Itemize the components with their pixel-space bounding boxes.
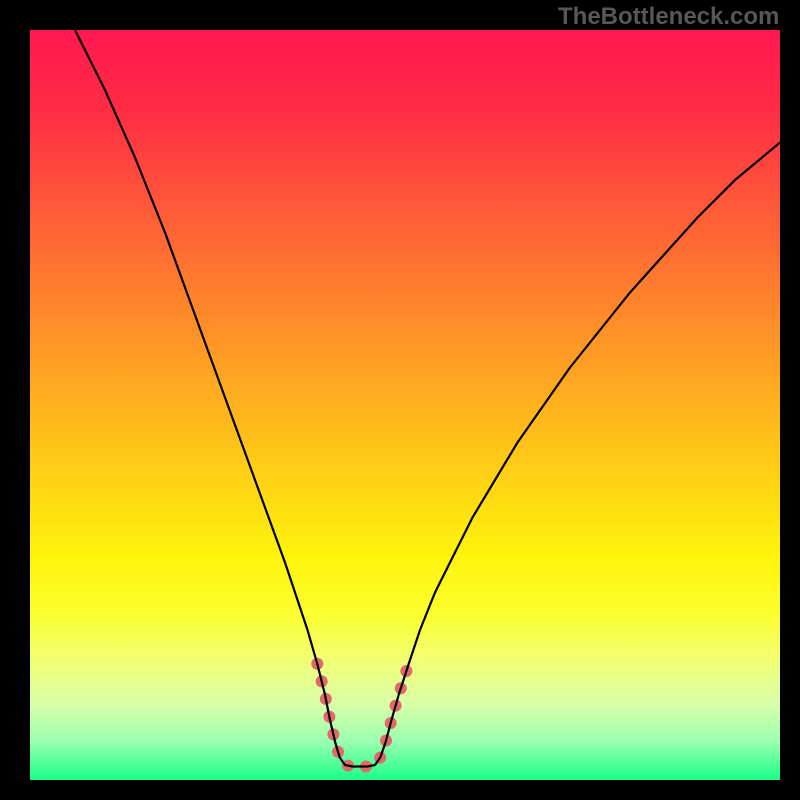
- bottleneck-chart: [30, 30, 780, 780]
- frame-left: [0, 0, 30, 800]
- watermark-text: TheBottleneck.com: [558, 3, 779, 31]
- plot-area: [30, 30, 780, 780]
- frame-right: [780, 0, 800, 800]
- frame-bottom: [0, 780, 800, 800]
